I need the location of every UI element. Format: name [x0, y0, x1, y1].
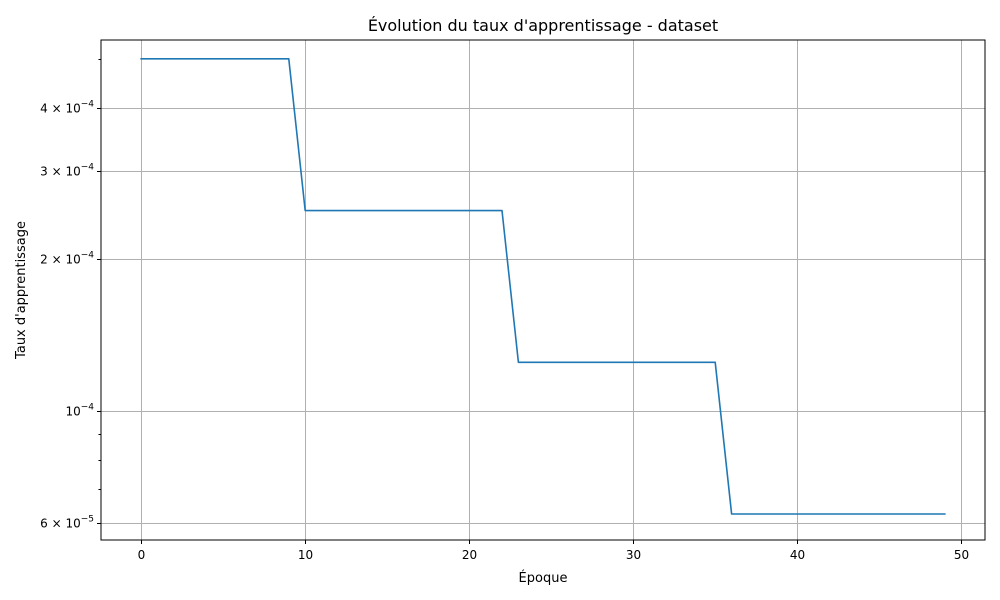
learning-rate-series-line — [140, 58, 946, 515]
x-tick-label: 50 — [954, 548, 969, 562]
x-tick-label: 30 — [626, 548, 641, 562]
y-axis-label: Taux d'apprentissage — [14, 221, 29, 360]
x-tick-label: 40 — [790, 548, 805, 562]
x-tick-label: 10 — [298, 548, 313, 562]
y-axis-ticks: 6 × 10−5 10−4 2 × 10−4 3 × 10−4 4 × 10−4 — [40, 59, 101, 531]
x-axis-ticks: 0 10 20 30 40 50 — [138, 540, 969, 562]
x-tick-label: 0 — [138, 548, 146, 562]
chart-title: Évolution du taux d'apprentissage - data… — [368, 16, 718, 35]
x-tick-label: 20 — [462, 548, 477, 562]
x-axis-label: Époque — [519, 570, 568, 586]
y-tick-label: 4 × 10−4 — [40, 100, 94, 116]
y-tick-label: 10−4 — [65, 403, 94, 419]
y-tick-label: 6 × 10−5 — [40, 515, 94, 531]
y-tick-label: 2 × 10−4 — [40, 251, 94, 267]
y-tick-label: 3 × 10−4 — [40, 163, 94, 179]
grid — [101, 40, 985, 540]
series-layer — [140, 58, 946, 515]
plot-frame — [100, 39, 986, 541]
